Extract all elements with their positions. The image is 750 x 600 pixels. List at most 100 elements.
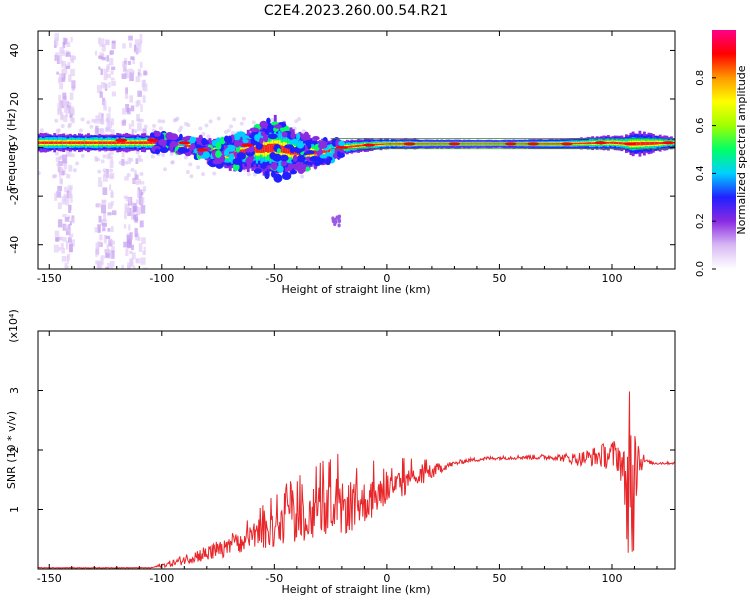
x-tick-label: 100 xyxy=(601,272,622,285)
spectrogram-band-cell xyxy=(636,142,640,146)
spectrogram-band-cell xyxy=(82,141,86,145)
spectrogram-fringe-mark xyxy=(122,64,127,72)
spectrogram-fringe-mark xyxy=(152,123,157,128)
spectrogram-blob xyxy=(215,141,222,150)
spectrogram-fringe-mark xyxy=(130,56,135,61)
spectrogram-fringe-mark xyxy=(133,265,136,269)
spectrogram-hotspot xyxy=(594,141,607,145)
spectrogram-blob xyxy=(153,130,162,137)
snr-panel: -150 -100 -50 0 50 100 1 2 3 Height of straight… xyxy=(5,309,676,596)
spectrogram-blob xyxy=(249,127,260,133)
spectrogram-fringe-mark xyxy=(59,46,65,54)
spectrogram-blob xyxy=(335,215,339,220)
spectrogram-fringe-mark xyxy=(111,66,116,71)
spectrogram-band-cell xyxy=(393,143,396,145)
spectrogram-fringe-mark xyxy=(270,118,275,123)
spectrogram-fringe-mark xyxy=(109,150,114,156)
spectrogram-fringe-mark xyxy=(55,52,60,56)
spectrogram-fringe-mark xyxy=(131,120,135,127)
spectrogram-fringe-mark xyxy=(69,55,75,62)
spectrogram-fringe-mark xyxy=(106,73,111,78)
spectrogram-fringe-mark xyxy=(65,52,71,57)
spectrogram-band-cell xyxy=(593,142,597,145)
spectrogram-fringe-mark xyxy=(103,72,108,81)
spectrogram-hotspot xyxy=(115,138,128,142)
spectrogram-fringe-mark xyxy=(56,128,61,133)
spectrogram-fringe-mark xyxy=(102,227,106,232)
spectrogram-band-cell xyxy=(620,142,624,145)
spectrogram-fringe-mark xyxy=(124,93,129,99)
spectrogram-fringe-mark xyxy=(106,113,111,122)
spectrogram-blob xyxy=(292,154,298,162)
spectrogram-fringe-mark xyxy=(109,50,114,55)
spectrogram-band-layer xyxy=(38,114,675,228)
spectrogram-fringe-mark xyxy=(123,60,127,66)
spectrogram-fringe-mark xyxy=(67,61,71,68)
spectrogram-band-cell xyxy=(107,141,111,144)
spectrogram-band-cell xyxy=(431,143,435,145)
spectrogram-band-cell xyxy=(519,143,523,145)
spectrogram-blob xyxy=(177,147,187,154)
spectrogram-band-cell xyxy=(548,143,552,145)
spectrogram-blob xyxy=(273,124,282,129)
spectrogram-fringe-mark xyxy=(124,176,129,181)
spectrogram-band-cell xyxy=(492,143,496,145)
spectrogram-fringe-mark xyxy=(86,120,91,125)
spectrogram-fringe-mark xyxy=(95,242,100,250)
spectrogram-fringe-mark xyxy=(107,228,111,232)
spectrogram-fringe-mark xyxy=(68,164,73,172)
spectrogram-band-cell xyxy=(609,141,613,144)
spectrogram-blob xyxy=(266,117,271,125)
spectrogram-band-cell xyxy=(84,141,88,145)
spectrogram-fringe-mark xyxy=(64,104,67,113)
spectrogram-blob xyxy=(330,145,335,154)
spectrogram-fringe-mark xyxy=(129,95,134,103)
spectrogram-fringe-mark xyxy=(137,45,142,53)
spectrogram-fringe-mark xyxy=(131,211,134,217)
spectrogram-band-cell xyxy=(71,141,75,144)
spectrogram-fringe-mark xyxy=(101,131,105,136)
spectrogram-fringe-mark xyxy=(131,202,134,210)
spectrogram-band-cell xyxy=(541,143,545,145)
spectrogram-fringe-mark xyxy=(94,157,99,162)
spectrogram-fringe-mark xyxy=(109,249,112,259)
spectrogram-fringe-mark xyxy=(135,150,140,155)
spectrogram-blob xyxy=(201,137,208,146)
spectrogram-fringe-mark xyxy=(125,87,129,94)
spectrogram-hotspot xyxy=(196,148,209,152)
spectrogram-band-cell xyxy=(638,142,642,146)
spectrogram-fringe-mark xyxy=(95,115,100,121)
x-tick-label: 50 xyxy=(492,272,506,285)
spectrogram-fringe-mark xyxy=(131,128,134,135)
spectrogram-fringe-mark xyxy=(99,234,103,241)
spectrogram-band-cell xyxy=(582,142,586,145)
spectrogram-fringe-mark xyxy=(57,109,63,115)
spectrogram-blob xyxy=(236,131,246,137)
spectrogram-band-cell xyxy=(480,143,484,145)
spectrogram-fringe-mark xyxy=(100,159,105,164)
spectrogram-blob xyxy=(325,158,331,166)
spectrogram-fringe-mark xyxy=(129,157,134,162)
spectrogram-blob xyxy=(309,156,320,162)
spectrogram-fringe-mark xyxy=(300,174,305,179)
spectrogram-band-cell xyxy=(98,141,102,145)
spectrogram-fringe-mark xyxy=(208,119,213,124)
spectrogram-fringe-mark xyxy=(246,172,251,177)
spectrogram-fringe-mark xyxy=(94,227,98,233)
spectrogram-fringe-mark xyxy=(138,243,143,252)
spectrogram-blob xyxy=(267,133,278,140)
colorbar: 0.0 0.2 0.4 0.6 0.8 Normalized spectral ampl… xyxy=(695,30,748,277)
spectrogram-fringe-mark xyxy=(101,57,106,61)
spectrogram-fringe-mark xyxy=(66,41,71,48)
x-tick-label: -150 xyxy=(37,272,62,285)
spectrogram-blob xyxy=(194,144,203,149)
spectrogram-blob xyxy=(318,140,328,148)
spectrogram-band-cell xyxy=(116,141,120,144)
spectrogram-fringe-mark xyxy=(170,160,175,165)
spectrogram-band-cell xyxy=(586,142,590,145)
spectrogram-fringe-mark xyxy=(135,158,139,164)
spectrogram-band-cell xyxy=(327,148,331,153)
spectrogram-blob xyxy=(337,219,342,224)
spectrogram-fringe-mark xyxy=(105,235,111,240)
spectrogram-fringe-mark xyxy=(201,132,206,137)
